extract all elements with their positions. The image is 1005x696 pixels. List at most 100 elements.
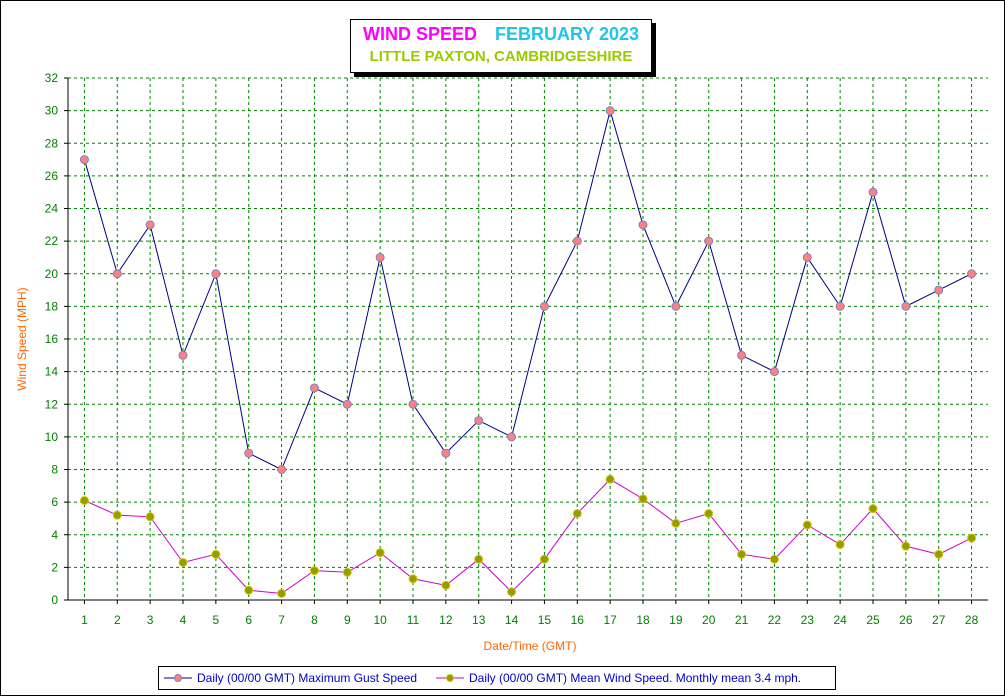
data-point-gust bbox=[769, 367, 779, 377]
x-tick-label: 2 bbox=[114, 613, 121, 627]
data-point-mean bbox=[737, 549, 747, 559]
series-line-gust bbox=[83, 108, 972, 471]
data-point-mean bbox=[901, 541, 911, 551]
data-point-mean bbox=[539, 554, 549, 564]
data-point-gust bbox=[934, 285, 944, 295]
y-tick-label: 0 bbox=[51, 593, 58, 607]
chart-period: FEBRUARY 2023 bbox=[494, 24, 640, 44]
x-tick-label: 18 bbox=[636, 613, 650, 627]
x-tick-label: 19 bbox=[669, 613, 683, 627]
x-tick-label: 8 bbox=[311, 613, 318, 627]
y-tick-label: 32 bbox=[45, 71, 59, 85]
data-point-gust bbox=[737, 350, 747, 360]
x-tick-label: 23 bbox=[801, 613, 815, 627]
data-point-gust bbox=[277, 465, 287, 474]
x-tick-label: 15 bbox=[538, 613, 552, 627]
data-point-gust bbox=[474, 416, 484, 426]
legend-label-gust: Daily (00/00 GMT) Maximum Gust Speed bbox=[197, 671, 418, 685]
data-point-gust bbox=[835, 301, 845, 311]
data-point-mean bbox=[704, 509, 714, 519]
data-point-mean bbox=[79, 495, 89, 505]
data-point-gust bbox=[178, 350, 188, 360]
data-point-mean bbox=[835, 540, 845, 550]
y-tick-label: 12 bbox=[45, 397, 59, 411]
data-point-mean bbox=[507, 587, 517, 597]
x-tick-label: 1 bbox=[81, 613, 88, 627]
x-tick-label: 21 bbox=[735, 613, 749, 627]
x-tick-label: 14 bbox=[505, 613, 519, 627]
x-tick-labels: 1 2 3 4 5 6 7 8 9 10 11 12 13 14 15 16 17 18 19 20 21 22 23 24 2… bbox=[81, 613, 978, 627]
title-line: WIND SPEED FEBRUARY 2023 bbox=[351, 24, 651, 45]
data-point-gust bbox=[539, 301, 549, 311]
data-point-gust bbox=[638, 220, 648, 230]
data-point-gust bbox=[671, 301, 681, 311]
data-point-gust bbox=[112, 269, 122, 279]
data-point-mean bbox=[868, 504, 878, 514]
data-point-gust bbox=[244, 448, 254, 458]
data-point-gust bbox=[408, 399, 418, 409]
x-tick-label: 6 bbox=[245, 613, 252, 627]
data-point-gust bbox=[145, 220, 155, 230]
y-tick-label: 6 bbox=[51, 495, 58, 509]
y-tick-label: 24 bbox=[45, 202, 59, 216]
x-tick-label: 20 bbox=[702, 613, 716, 627]
series bbox=[79, 106, 977, 598]
y-tick-label: 10 bbox=[45, 430, 59, 444]
y-tick-label: 28 bbox=[45, 136, 59, 150]
x-tick-label: 5 bbox=[213, 613, 220, 627]
data-point-gust bbox=[441, 448, 451, 458]
data-point-gust bbox=[868, 187, 878, 197]
data-point-gust bbox=[342, 399, 352, 409]
y-axis-label: Wind Speed (MPH) bbox=[15, 287, 29, 390]
data-point-mean bbox=[934, 549, 944, 559]
legend: Daily (00/00 GMT) Maximum Gust Speed Dai… bbox=[158, 666, 836, 690]
y-tick-label: 2 bbox=[51, 560, 58, 574]
legend-item-gust: Daily (00/00 GMT) Maximum Gust Speed bbox=[163, 670, 417, 686]
x-tick-label: 16 bbox=[571, 613, 585, 627]
data-point-gust bbox=[901, 301, 911, 311]
legend-swatch-mean bbox=[436, 674, 464, 682]
data-point-mean bbox=[145, 512, 155, 522]
data-point-mean bbox=[605, 474, 615, 484]
y-tick-label: 8 bbox=[51, 463, 58, 477]
axes bbox=[64, 77, 988, 604]
data-point-mean bbox=[802, 520, 812, 530]
data-point-gust bbox=[79, 155, 89, 165]
data-point-mean bbox=[178, 557, 188, 567]
x-tick-label: 11 bbox=[407, 613, 420, 627]
data-point-mean bbox=[441, 580, 451, 590]
data-point-mean bbox=[112, 510, 122, 520]
data-point-mean bbox=[277, 588, 287, 598]
x-tick-label: 9 bbox=[344, 613, 351, 627]
data-point-mean bbox=[408, 574, 418, 584]
grid bbox=[68, 77, 988, 600]
y-tick-label: 16 bbox=[45, 332, 59, 346]
data-point-gust bbox=[309, 383, 319, 393]
data-point-gust bbox=[507, 432, 517, 442]
data-point-mean bbox=[671, 518, 681, 528]
x-tick-label: 26 bbox=[899, 613, 913, 627]
x-tick-label: 13 bbox=[472, 613, 486, 627]
data-point-gust bbox=[704, 236, 714, 246]
y-tick-label: 14 bbox=[45, 365, 59, 379]
data-point-mean bbox=[244, 585, 254, 595]
x-tick-label: 10 bbox=[373, 613, 387, 627]
y-tick-label: 30 bbox=[45, 104, 59, 118]
data-point-mean bbox=[638, 494, 648, 504]
data-point-gust bbox=[967, 269, 977, 279]
data-point-mean bbox=[342, 567, 352, 577]
x-tick-label: 22 bbox=[768, 613, 782, 627]
legend-item-mean: Daily (00/00 GMT) Mean Wind Speed. Month… bbox=[435, 670, 801, 686]
y-tick-label: 4 bbox=[51, 528, 58, 542]
data-point-mean bbox=[967, 533, 977, 543]
data-point-gust bbox=[572, 236, 582, 246]
data-point-gust bbox=[802, 252, 812, 262]
chart-subtitle: LITTLE PAXTON, CAMBRIDGESHIRE bbox=[369, 48, 633, 65]
legend-label-mean: Daily (00/00 GMT) Mean Wind Speed. Month… bbox=[469, 671, 802, 685]
x-tick-label: 24 bbox=[833, 613, 847, 627]
data-point-mean bbox=[309, 566, 319, 576]
y-tick-label: 20 bbox=[45, 267, 59, 281]
data-point-mean bbox=[572, 509, 582, 519]
data-point-mean bbox=[211, 549, 221, 559]
